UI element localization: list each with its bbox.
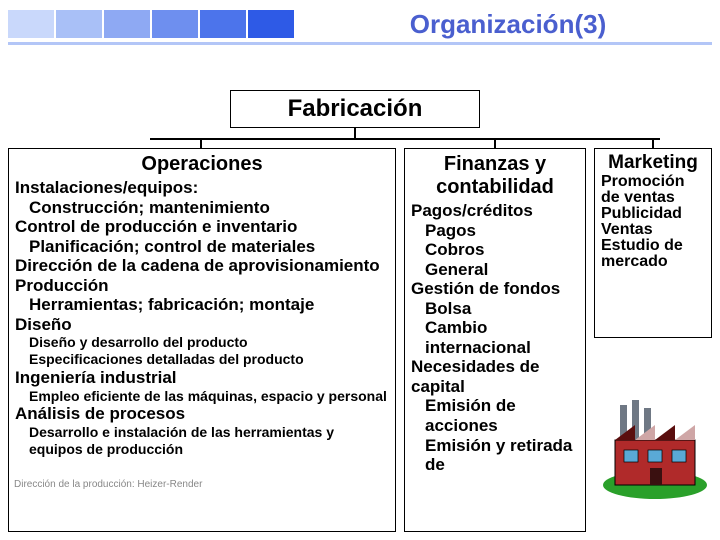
content-line: Publicidad	[601, 206, 705, 222]
content-line: Análisis de procesos	[15, 404, 389, 424]
header-bar-1	[8, 10, 54, 38]
header-bar-3	[104, 10, 150, 38]
content-line: Bolsa	[411, 299, 579, 319]
header-underline	[8, 42, 712, 45]
ops-body: Instalaciones/equipos:Construcción; mant…	[15, 178, 389, 457]
content-line: Producción	[15, 276, 389, 296]
content-line: Promoción de ventas	[601, 174, 705, 206]
content-line: Construcción; mantenimiento	[15, 198, 389, 218]
content-line: Emisión de acciones	[411, 396, 579, 435]
header-bar-4	[152, 10, 198, 38]
fin-body: Pagos/créditosPagosCobrosGeneralGestión …	[411, 201, 579, 475]
header-bar-2	[56, 10, 102, 38]
content-line: Cobros	[411, 240, 579, 260]
content-line: Pagos	[411, 221, 579, 241]
content-line: Herramientas; fabricación; montaje	[15, 295, 389, 315]
org-stub-mkt	[652, 138, 654, 148]
content-line: Gestión de fondos	[411, 279, 579, 299]
org-stub-fin	[494, 138, 496, 148]
column-operaciones: Operaciones Instalaciones/equipos:Constr…	[8, 148, 396, 532]
content-line: General	[411, 260, 579, 280]
content-line: Ingeniería industrial	[15, 368, 389, 388]
content-line: Planificación; control de materiales	[15, 237, 389, 257]
factory-icon	[600, 380, 710, 500]
header-gradient-bars	[8, 10, 296, 38]
org-connector-horizontal	[150, 138, 660, 140]
content-line: Cambio internacional	[411, 318, 579, 357]
org-stub-ops	[200, 138, 202, 148]
content-line: Ventas	[601, 222, 705, 238]
content-line: Pagos/créditos	[411, 201, 579, 221]
content-line: Desarrollo e instalación de las herramie…	[15, 424, 389, 458]
header-bar-6	[248, 10, 294, 38]
slide-title: Organización(3)	[296, 9, 720, 40]
content-line: Necesidades de capital	[411, 357, 579, 396]
column-marketing: Marketing Promoción de ventasPublicidadV…	[594, 148, 712, 338]
content-line: Instalaciones/equipos:	[15, 178, 389, 198]
mkt-body: Promoción de ventasPublicidadVentasEstud…	[601, 174, 705, 270]
content-line: Dirección de la cadena de aprovisionamie…	[15, 256, 389, 276]
org-connector-down	[354, 128, 356, 138]
footer-citation: Dirección de la producción: Heizer-Rende…	[14, 479, 202, 490]
content-line: Diseño y desarrollo del producto	[15, 334, 389, 351]
header-bar-5	[200, 10, 246, 38]
content-line: Especificaciones detalladas del producto	[15, 351, 389, 368]
content-line: Estudio de mercado	[601, 238, 705, 270]
column-title-marketing: Marketing	[601, 153, 705, 172]
column-title-finanzas: Finanzas y contabilidad	[411, 153, 579, 199]
slide-header: Organización(3)	[0, 0, 720, 48]
content-line: Empleo eficiente de las máquinas, espaci…	[15, 388, 389, 405]
content-line: Emisión y retirada de	[411, 436, 579, 475]
content-line: Control de producción e inventario	[15, 217, 389, 237]
column-title-operaciones: Operaciones	[15, 153, 389, 176]
root-node-fabricacion: Fabricación	[230, 90, 480, 128]
column-finanzas: Finanzas y contabilidad Pagos/créditosPa…	[404, 148, 586, 532]
content-line: Diseño	[15, 315, 389, 335]
